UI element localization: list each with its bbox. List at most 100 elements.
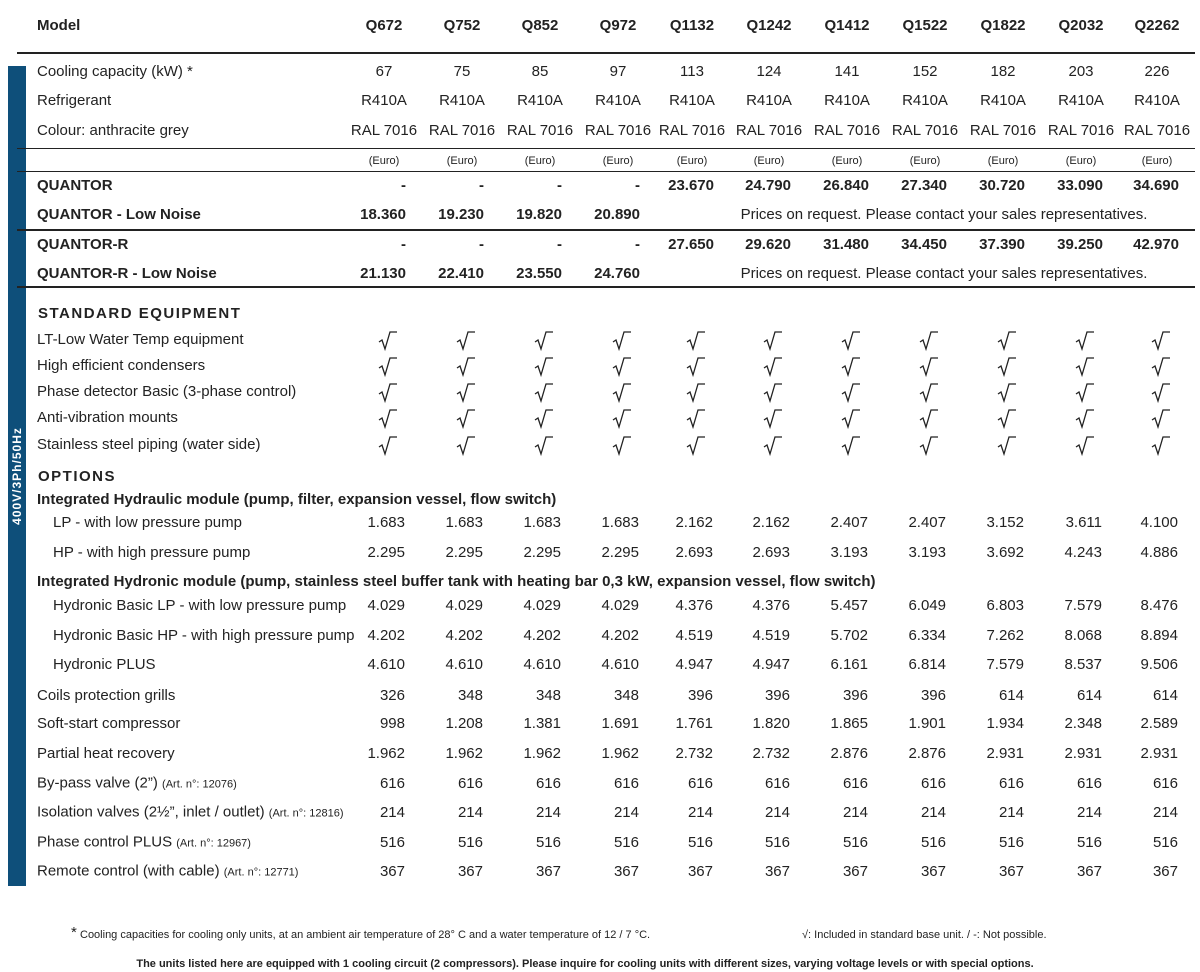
option-price: 214 <box>379 804 405 821</box>
option-price: 4.202 <box>523 627 561 644</box>
spec-value: RAL 7016 <box>1047 122 1115 139</box>
spec-value: RAL 7016 <box>506 122 574 139</box>
price-label: QUANTOR-R - Low Noise <box>37 265 217 282</box>
option-price: 3.152 <box>986 514 1024 531</box>
price-value: 37.390 <box>979 236 1025 253</box>
spec-value: R410A <box>746 92 792 109</box>
option-price: 4.886 <box>1140 544 1178 561</box>
option-price: 7.579 <box>1064 597 1102 614</box>
option-price: 8.068 <box>1064 627 1102 644</box>
check-icon <box>686 331 705 352</box>
option-price: 367 <box>457 863 483 880</box>
spec-value: RAL 7016 <box>1123 122 1191 139</box>
option-label: By-pass valve (2”) (Art. n°: 12076) <box>37 775 237 794</box>
spec-value: 152 <box>912 63 938 80</box>
currency: (Euro) <box>1141 155 1173 167</box>
option-price: 4.519 <box>752 627 790 644</box>
option-price: 348 <box>613 687 639 704</box>
option-price: 348 <box>457 687 483 704</box>
check-icon <box>841 331 860 352</box>
option-label: Coils protection grills <box>37 687 175 705</box>
option-label: Phase control PLUS (Art. n°: 12967) <box>37 834 251 853</box>
option-price: 516 <box>1076 834 1102 851</box>
option-price: 2.876 <box>908 745 946 762</box>
model-name: Q2262 <box>1134 17 1180 34</box>
option-price: 4.100 <box>1140 514 1178 531</box>
price-value: - <box>401 177 406 194</box>
price-value: 34.690 <box>1133 177 1179 194</box>
option-label: Remote control (with cable) (Art. n°: 12… <box>37 863 298 882</box>
price-value: 19.820 <box>516 206 562 223</box>
price-value: 20.890 <box>594 206 640 223</box>
option-price: 396 <box>687 687 713 704</box>
price-value: 39.250 <box>1057 236 1103 253</box>
option-price: 616 <box>998 775 1024 792</box>
option-label: LP - with low pressure pump <box>53 514 242 531</box>
option-price: 2.407 <box>830 514 868 531</box>
option-label: Isolation valves (2½”, inlet / outlet) (… <box>37 804 344 823</box>
option-price: 616 <box>379 775 405 792</box>
spec-value: R410A <box>517 92 563 109</box>
option-price: 396 <box>842 687 868 704</box>
spec-value: 67 <box>375 63 393 80</box>
price-value: - <box>557 177 562 194</box>
option-price: 516 <box>687 834 713 851</box>
check-icon <box>456 436 475 457</box>
option-price: 516 <box>998 834 1024 851</box>
check-icon <box>612 409 631 430</box>
option-label: Hydronic Basic LP - with low pressure pu… <box>53 597 347 614</box>
currency: (Euro) <box>987 155 1019 167</box>
option-label: HP - with high pressure pump <box>53 544 251 561</box>
check-icon <box>612 436 631 457</box>
price-value: 19.230 <box>438 206 484 223</box>
check-icon <box>997 383 1016 404</box>
spec-value: 113 <box>680 63 704 80</box>
option-price: 214 <box>998 804 1024 821</box>
check-icon <box>378 331 397 352</box>
price-value: 21.130 <box>360 265 406 282</box>
option-price: 516 <box>613 834 639 851</box>
price-value: 31.480 <box>823 236 869 253</box>
check-icon <box>997 409 1016 430</box>
option-price: 1.683 <box>367 514 405 531</box>
spec-value: 124 <box>756 63 782 80</box>
option-price: 1.683 <box>601 514 639 531</box>
option-price: 367 <box>764 863 790 880</box>
option-price: 516 <box>764 834 790 851</box>
check-icon <box>919 383 938 404</box>
option-price: 1.208 <box>445 715 483 732</box>
option-price: 1.381 <box>523 715 561 732</box>
option-price: 214 <box>457 804 483 821</box>
price-value: - <box>635 177 640 194</box>
check-icon <box>841 436 860 457</box>
currency: (Euro) <box>909 155 941 167</box>
spec-value: R410A <box>669 92 715 109</box>
spec-label: Refrigerant <box>37 92 112 109</box>
check-icon <box>378 436 397 457</box>
price-value: 27.340 <box>901 177 947 194</box>
equipment-label: Anti-vibration mounts <box>37 409 178 426</box>
option-price: 616 <box>457 775 483 792</box>
check-icon <box>1075 331 1094 352</box>
option-price: 4.610 <box>367 656 405 673</box>
spec-value: R410A <box>361 92 407 109</box>
model-name: Q1522 <box>902 17 948 34</box>
option-price: 516 <box>842 834 868 851</box>
price-value: 24.760 <box>594 265 640 282</box>
option-price: 4.947 <box>752 656 790 673</box>
footnote: Cooling capacities for cooling only unit… <box>80 929 651 941</box>
option-price: 326 <box>379 687 405 704</box>
price-value: 27.650 <box>668 236 714 253</box>
model-name: Q1132 <box>669 17 715 34</box>
option-price: 616 <box>535 775 561 792</box>
spec-value: R410A <box>824 92 870 109</box>
option-price: 396 <box>764 687 790 704</box>
check-icon <box>378 383 397 404</box>
option-price: 367 <box>379 863 405 880</box>
rule <box>17 52 1195 54</box>
option-price: 9.506 <box>1140 656 1178 673</box>
label-text: Partial heat recovery <box>37 745 175 762</box>
spec-value: 75 <box>453 63 471 80</box>
price-value: 22.410 <box>438 265 484 282</box>
